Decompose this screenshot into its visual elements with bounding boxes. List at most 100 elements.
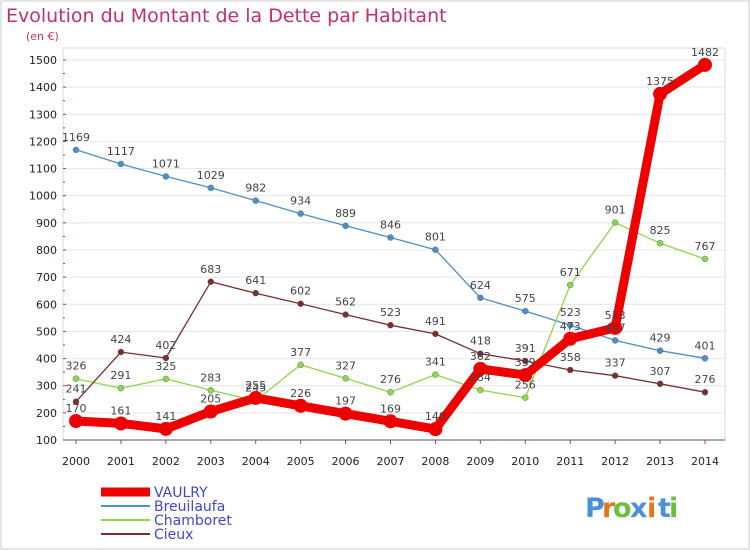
y-tick-label: 1400 <box>29 81 57 94</box>
legend-label: Breuilaufa <box>154 499 225 515</box>
data-point-breuilaufa <box>117 160 125 168</box>
data-label: 671 <box>560 266 581 279</box>
data-label: 889 <box>335 207 356 220</box>
x-tick-label: 2012 <box>601 455 629 468</box>
data-point-breuilaufa <box>432 246 439 253</box>
data-label: 377 <box>290 346 311 359</box>
y-tick-label: 1300 <box>29 108 57 121</box>
data-point-cieux <box>72 398 80 405</box>
x-tick-label: 2004 <box>242 455 270 468</box>
data-label: 140 <box>425 410 446 423</box>
data-point-chamboret <box>656 240 664 247</box>
data-point-cieux <box>567 366 574 374</box>
data-label: 575 <box>515 292 536 305</box>
data-label: 362 <box>470 350 491 363</box>
x-tick-label: 2011 <box>556 455 584 468</box>
x-tick-label: 2005 <box>287 455 315 468</box>
x-tick-label: 2013 <box>646 455 674 468</box>
data-point-breuilaufa <box>297 210 304 217</box>
data-point-chamboret <box>567 281 574 289</box>
data-point-cieux <box>117 348 125 356</box>
data-point-vaulry <box>293 398 308 413</box>
data-point-breuilaufa <box>162 173 170 180</box>
data-label: 825 <box>650 224 671 237</box>
data-point-vaulry <box>473 361 488 376</box>
y-tick-label: 200 <box>36 407 57 420</box>
data-label: 491 <box>425 315 446 328</box>
data-point-cieux <box>387 321 394 329</box>
axes: 100 200 300 400 500 600 700 800 900 1000 1100 1200 1… <box>29 54 725 468</box>
data-label: 284 <box>470 371 491 384</box>
data-label: 402 <box>155 339 176 352</box>
data-point-cieux <box>656 380 664 388</box>
y-tick-label: 100 <box>36 434 57 447</box>
data-point-vaulry <box>338 406 353 421</box>
data-label: 245 <box>245 382 266 395</box>
data-point-chamboret <box>477 386 484 394</box>
data-label: 205 <box>200 393 221 406</box>
y-tick-label: 900 <box>36 217 57 230</box>
data-label: 683 <box>200 263 221 276</box>
data-point-cieux <box>611 372 619 379</box>
data-label: 934 <box>290 195 311 208</box>
data-point-chamboret <box>342 375 349 382</box>
x-tick-label: 2002 <box>152 455 180 468</box>
data-point-breuilaufa <box>207 184 214 192</box>
y-tick-label: 800 <box>36 244 57 257</box>
data-label: 523 <box>380 306 401 319</box>
data-label: 141 <box>155 410 176 423</box>
data-label: 513 <box>605 309 626 322</box>
data-label: 241 <box>66 383 87 396</box>
data-point-vaulry <box>383 414 398 429</box>
data-label: 391 <box>515 342 536 355</box>
data-label: 624 <box>470 279 491 292</box>
data-point-chamboret <box>432 371 439 378</box>
chart-title: Evolution du Montant de la Dette par Hab… <box>6 5 447 27</box>
data-point-chamboret <box>72 375 80 382</box>
y-tick-label: 1200 <box>29 135 57 148</box>
data-point-breuilaufa <box>611 337 619 344</box>
y-tick-label: 1500 <box>29 54 57 67</box>
logo-letter: x <box>630 493 647 524</box>
y-tick-label: 300 <box>36 380 57 393</box>
data-point-breuilaufa <box>252 197 259 204</box>
data-point-chamboret <box>522 394 529 401</box>
data-point-cieux <box>162 354 170 362</box>
data-label: 276 <box>695 373 716 386</box>
data-label: 982 <box>245 182 266 195</box>
data-label: 226 <box>290 387 311 400</box>
data-point-cieux <box>432 330 439 338</box>
data-point-breuilaufa <box>656 347 664 354</box>
data-label: 276 <box>380 373 401 386</box>
data-label: 327 <box>335 359 356 372</box>
data-label: 341 <box>425 356 446 369</box>
data-point-vaulry <box>69 414 83 428</box>
data-label: 325 <box>155 360 176 373</box>
data-point-breuilaufa <box>567 321 574 329</box>
data-point-chamboret <box>207 387 214 394</box>
y-tick-label: 500 <box>36 325 57 338</box>
data-label: 418 <box>470 335 491 348</box>
data-point-breuilaufa <box>522 307 529 315</box>
data-point-vaulry <box>698 57 712 72</box>
data-label: 339 <box>515 356 536 369</box>
data-point-breuilaufa <box>342 222 349 230</box>
data-label: 169 <box>380 402 401 415</box>
x-tick-label: 2009 <box>466 455 494 468</box>
data-point-chamboret <box>701 255 709 263</box>
y-tick-label: 400 <box>36 353 57 366</box>
data-point-vaulry <box>113 416 128 431</box>
data-point-cieux <box>522 357 529 365</box>
data-point-cieux <box>297 300 304 307</box>
x-tick-label: 2003 <box>197 455 225 468</box>
x-tick-label: 2006 <box>332 455 360 468</box>
data-point-vaulry <box>563 331 578 346</box>
data-label: 401 <box>695 339 716 352</box>
data-point-cieux <box>701 389 709 396</box>
data-point-cieux <box>207 278 214 285</box>
